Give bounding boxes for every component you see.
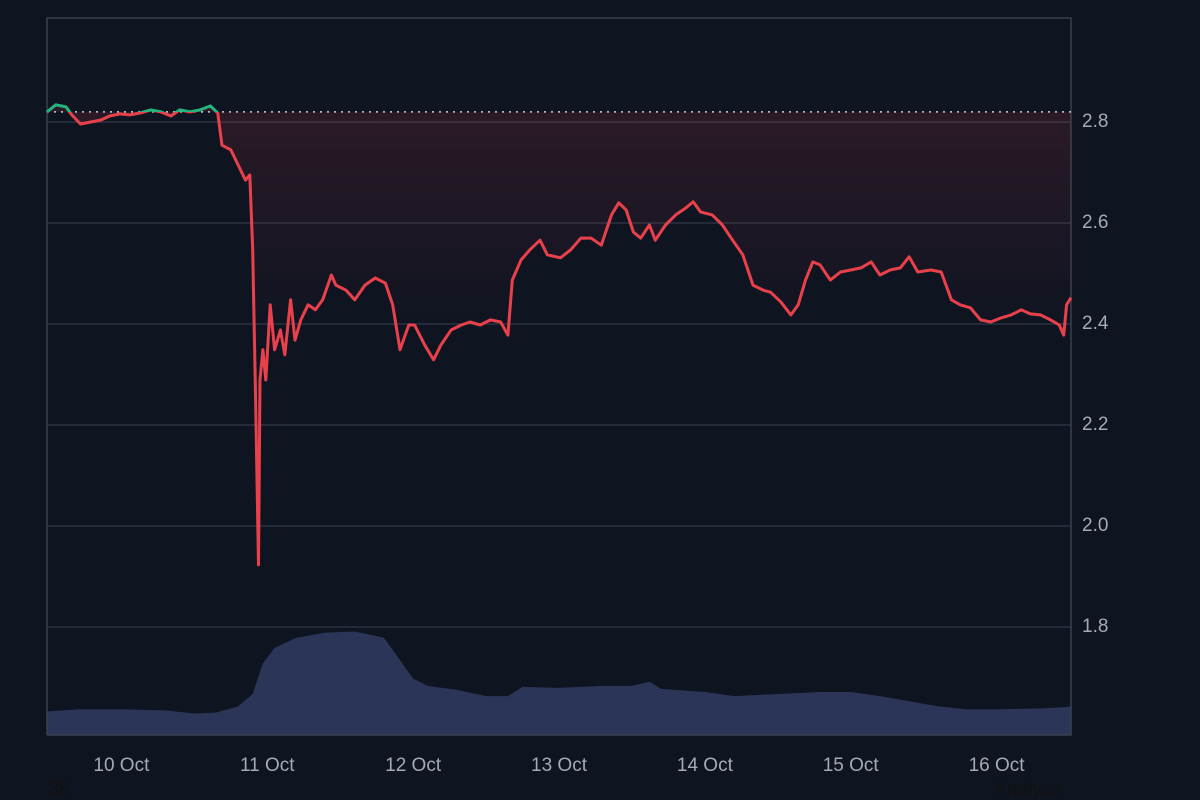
x-tick-label: 16 Oct bbox=[969, 755, 1026, 776]
x-tick-label: 14 Oct bbox=[677, 755, 734, 776]
footer-left: 38 bbox=[48, 779, 69, 800]
price-line bbox=[46, 103, 1073, 567]
price-area bbox=[47, 104, 1071, 565]
y-tick-label: 2.0 bbox=[1082, 515, 1108, 536]
x-tick-label: 11 Oct bbox=[240, 755, 295, 776]
plot-frame bbox=[46, 17, 1072, 736]
volume-area bbox=[47, 631, 1071, 735]
y-tick-label: 1.8 bbox=[1082, 616, 1108, 637]
x-tick-label: 13 Oct bbox=[531, 755, 588, 776]
x-tick-label: 12 Oct bbox=[385, 755, 442, 776]
y-tick-label: 2.8 bbox=[1082, 111, 1108, 132]
footer-right[interactable]: Analyze bbox=[994, 779, 1062, 800]
x-tick-label: 15 Oct bbox=[823, 755, 880, 776]
y-tick-label: 2.4 bbox=[1082, 313, 1109, 334]
y-tick-label: 2.2 bbox=[1082, 414, 1108, 435]
x-tick-label: 10 Oct bbox=[93, 755, 150, 776]
y-tick-label: 2.6 bbox=[1082, 212, 1108, 233]
